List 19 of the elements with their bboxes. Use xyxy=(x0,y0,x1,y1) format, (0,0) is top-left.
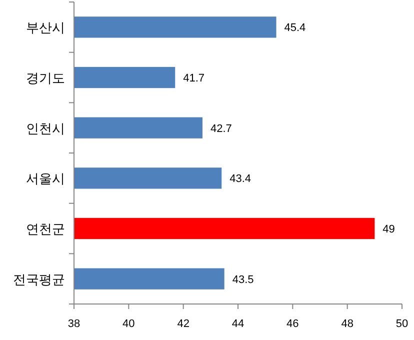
x-tick-label: 42 xyxy=(177,318,190,330)
x-tick-label: 46 xyxy=(286,318,299,330)
data-label: 41.7 xyxy=(183,72,205,84)
y-tick-label: 전국평균 xyxy=(13,272,65,287)
y-tick-label: 경기도 xyxy=(26,70,65,86)
data-label: 45.4 xyxy=(284,22,306,34)
data-label: 43.5 xyxy=(232,274,254,286)
x-tick-label: 44 xyxy=(232,318,244,330)
x-tick-label: 48 xyxy=(341,318,354,330)
x-tick-label: 50 xyxy=(396,318,408,330)
y-tick-label: 연천군 xyxy=(26,222,65,236)
y-tick-label: 서울시 xyxy=(26,171,65,186)
x-tick-label: 38 xyxy=(68,318,80,330)
data-label: 42.7 xyxy=(210,122,232,135)
data-label: 49 xyxy=(382,224,395,236)
data-label: 43.4 xyxy=(230,173,252,186)
x-tick-label: 40 xyxy=(122,318,135,330)
y-tick-label: 부산시 xyxy=(26,20,65,36)
y-tick-label: 인천시 xyxy=(26,120,65,136)
